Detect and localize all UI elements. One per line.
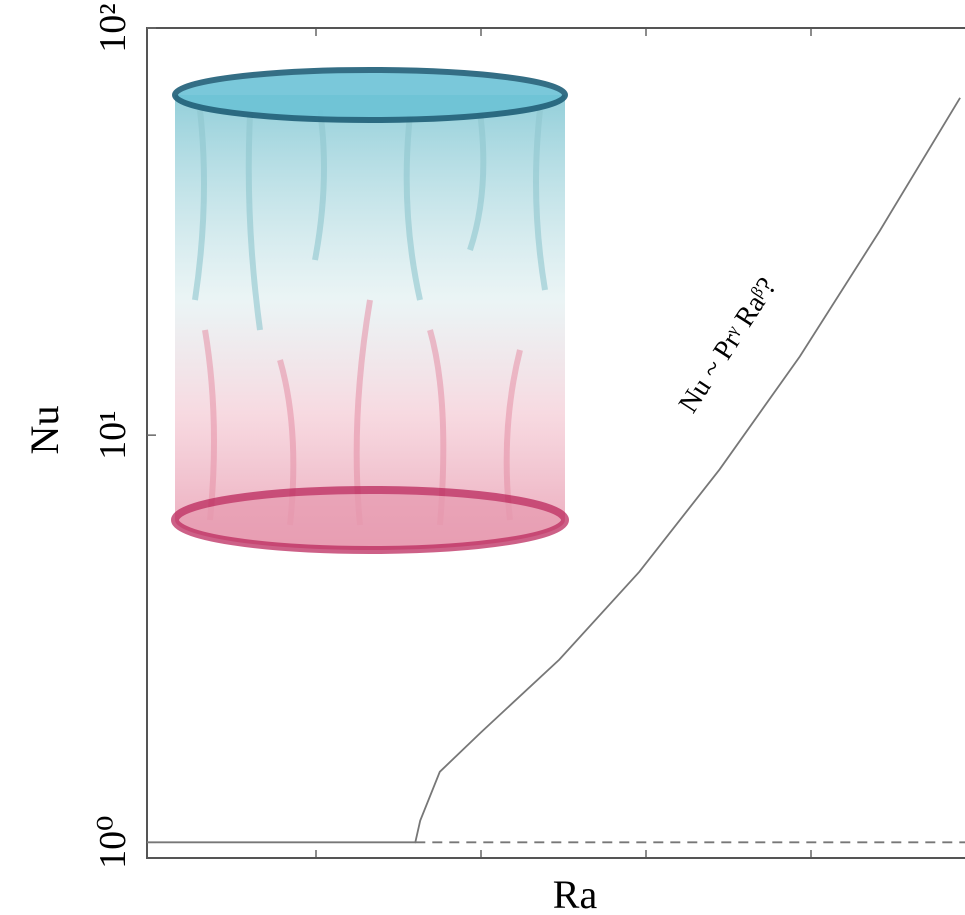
illustration xyxy=(171,67,569,554)
data-line xyxy=(147,97,961,844)
y-axis-label: Nu xyxy=(22,406,67,455)
y-tick-label: 10¹ xyxy=(92,410,134,459)
x-ticks xyxy=(315,28,812,858)
annotation: Nu ~ Prᵞ Raᵝ? xyxy=(673,272,783,418)
x-axis-label: Ra xyxy=(553,872,598,915)
y-tick-label: 10⁰ xyxy=(92,816,134,869)
plot-frame xyxy=(146,27,965,859)
y-tick-label: 10² xyxy=(92,3,134,52)
